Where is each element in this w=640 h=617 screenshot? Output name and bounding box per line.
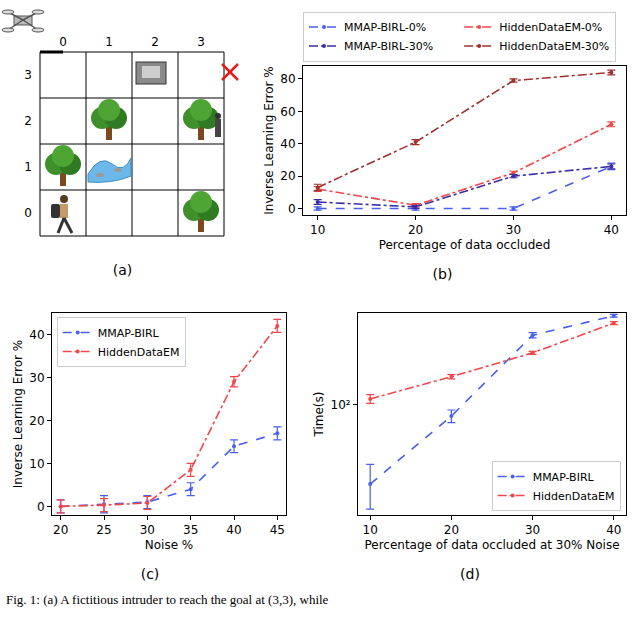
svg-text:Inverse Learning Error %: Inverse Learning Error % (262, 66, 276, 214)
svg-text:40: 40 (226, 523, 241, 537)
svg-text:80: 80 (280, 72, 295, 86)
svg-text:Noise %: Noise % (145, 538, 194, 552)
html-text:(b): (b) (432, 266, 453, 282)
svg-text:Percentage of data occluded at: Percentage of data occluded at 30% Noise (364, 538, 619, 552)
svg-text:Time(s): Time(s) (312, 392, 326, 438)
svg-text:45: 45 (270, 523, 285, 537)
svg-text:30: 30 (525, 523, 540, 537)
html-text:(c): (c) (140, 566, 160, 582)
svg-text:0: 0 (37, 500, 45, 514)
svg-text:20: 20 (444, 523, 459, 537)
svg-text:0: 0 (288, 202, 296, 216)
svg-text:2: 2 (24, 114, 32, 128)
html-text:(d): (d) (460, 566, 480, 582)
svg-text:30: 30 (29, 371, 44, 385)
svg-text:10²: 10² (331, 398, 351, 412)
svg-text:HiddenDataEM-30%: HiddenDataEM-30% (499, 40, 609, 53)
svg-text:40: 40 (604, 223, 619, 237)
svg-text:3: 3 (197, 35, 205, 49)
svg-text:MMAP-BIRL: MMAP-BIRL (533, 471, 595, 484)
html-text:Fig. 1: (a) A fictitious intru: Fig. 1: (a) A fictitious intruder to rea… (6, 592, 329, 607)
svg-text:40: 40 (280, 137, 295, 151)
svg-text:1: 1 (24, 160, 32, 174)
svg-text:HiddenDataEM: HiddenDataEM (533, 490, 615, 503)
svg-text:20: 20 (29, 414, 44, 428)
html-text:(a): (a) (112, 262, 133, 278)
svg-text:MMAP-BIRL-0%: MMAP-BIRL-0% (344, 21, 426, 34)
svg-text:10: 10 (310, 223, 325, 237)
svg-text:MMAP-BIRL-30%: MMAP-BIRL-30% (344, 40, 433, 53)
svg-text:40: 40 (606, 523, 621, 537)
svg-text:25: 25 (96, 523, 111, 537)
svg-text:0: 0 (24, 206, 32, 220)
svg-text:Inverse Learning Error %: Inverse Learning Error % (11, 340, 25, 488)
svg-text:20: 20 (53, 523, 68, 537)
svg-text:Percentage of data occluded: Percentage of data occluded (379, 238, 551, 252)
svg-text:40: 40 (29, 328, 44, 342)
svg-text:2: 2 (151, 35, 159, 49)
svg-text:MMAP-BIRL: MMAP-BIRL (98, 327, 160, 340)
svg-text:20: 20 (408, 223, 423, 237)
svg-text:HiddenDataEM-0%: HiddenDataEM-0% (499, 21, 602, 34)
svg-text:20: 20 (280, 169, 295, 183)
svg-text:0: 0 (59, 35, 67, 49)
svg-text:10: 10 (29, 457, 44, 471)
svg-text:30: 30 (506, 223, 521, 237)
svg-text:3: 3 (24, 68, 32, 82)
svg-text:30: 30 (140, 523, 155, 537)
svg-text:35: 35 (183, 523, 198, 537)
svg-text:10: 10 (363, 523, 378, 537)
svg-text:HiddenDataEM: HiddenDataEM (98, 346, 180, 359)
svg-text:1: 1 (105, 35, 113, 49)
svg-text:60: 60 (280, 105, 295, 119)
